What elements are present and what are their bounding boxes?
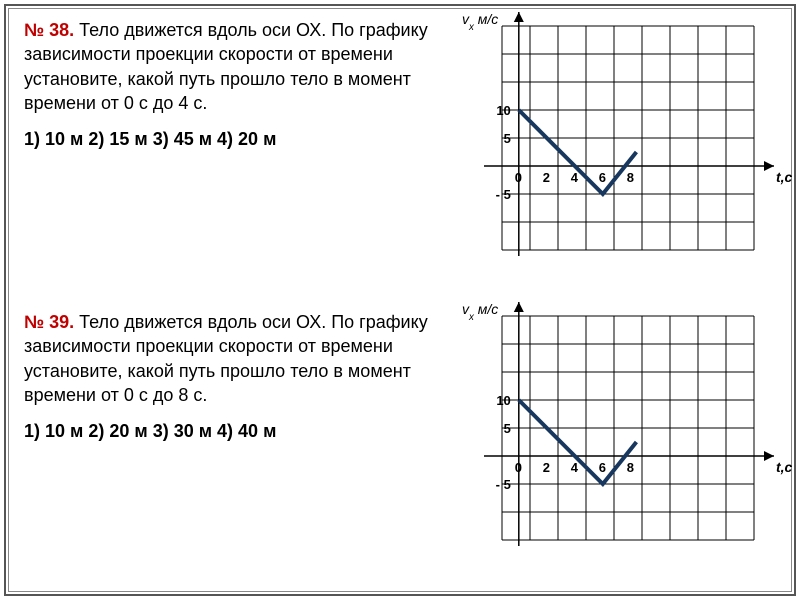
problem-39: № 39. Тело движется вдоль оси ОХ. По гра… xyxy=(24,310,444,443)
svg-text:t,c: t,c xyxy=(776,169,793,185)
problem-39-answers: 1) 10 м 2) 20 м 3) 30 м 4) 40 м xyxy=(24,419,444,443)
problem-38-text: Тело движется вдоль оси ОХ. По графику з… xyxy=(24,20,428,113)
svg-text:8: 8 xyxy=(627,170,634,185)
problem-39-text: Тело движется вдоль оси ОХ. По графику з… xyxy=(24,312,428,405)
svg-text:2: 2 xyxy=(543,460,550,475)
problem-38-number: № 38. xyxy=(24,20,74,40)
svg-text:vx м/c: vx м/c xyxy=(462,301,498,323)
svg-text:0: 0 xyxy=(515,170,522,185)
svg-text:- 5: - 5 xyxy=(496,477,511,492)
svg-text:- 5: - 5 xyxy=(496,187,511,202)
svg-text:6: 6 xyxy=(599,460,606,475)
svg-text:4: 4 xyxy=(571,460,579,475)
svg-text:5: 5 xyxy=(504,421,511,436)
svg-text:10: 10 xyxy=(496,103,510,118)
svg-text:6: 6 xyxy=(599,170,606,185)
problem-38-answers: 1) 10 м 2) 15 м 3) 45 м 4) 20 м xyxy=(24,127,444,151)
svg-text:8: 8 xyxy=(627,460,634,475)
svg-text:t,c: t,c xyxy=(776,459,793,475)
problem-38: № 38. Тело движется вдоль оси ОХ. По гра… xyxy=(24,18,444,151)
slide-container: № 38. Тело движется вдоль оси ОХ. По гра… xyxy=(0,0,800,600)
svg-text:10: 10 xyxy=(496,393,510,408)
problem-39-number: № 39. xyxy=(24,312,74,332)
velocity-chart-39: t,c vx м/c 0 2 4 6 8 10 5 - 5 xyxy=(450,296,800,570)
velocity-chart-38: t,c vx м/c 0 2 4 6 8 10 5 - 5 xyxy=(450,6,800,280)
svg-text:2: 2 xyxy=(543,170,550,185)
svg-text:0: 0 xyxy=(515,460,522,475)
svg-text:5: 5 xyxy=(504,131,511,146)
svg-text:vx м/c: vx м/c xyxy=(462,11,498,33)
svg-text:4: 4 xyxy=(571,170,579,185)
